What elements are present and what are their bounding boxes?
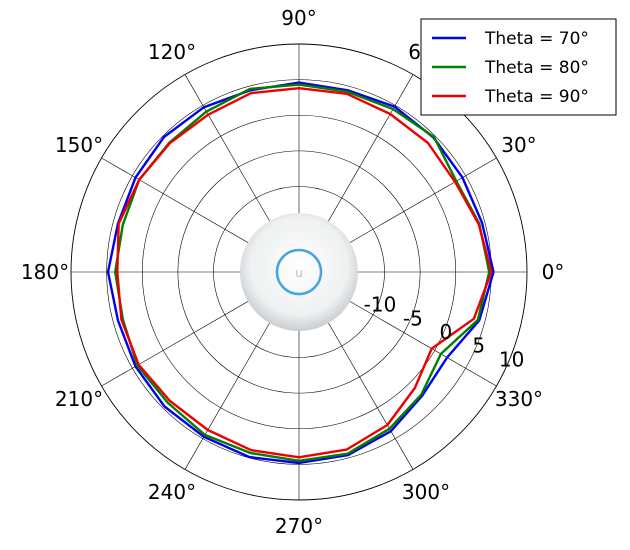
angle-tick-label: 330° (495, 387, 543, 411)
radial-tick-labels: -10-5 05 10 (364, 293, 525, 372)
series-line (106, 81, 495, 465)
radial-tick-label: 10 (499, 347, 524, 371)
radial-tick-label: 5 (472, 334, 485, 358)
radial-tick-label: -5 (403, 306, 423, 330)
series-lines (106, 81, 495, 465)
series-line (116, 87, 493, 459)
angle-tick-label: 0° (542, 260, 565, 284)
angle-tick-label: 30° (501, 133, 536, 157)
radial-tick-label: -10 (364, 293, 397, 317)
device-logo-icon: u (295, 266, 303, 280)
angle-tick-label: 150° (55, 133, 103, 157)
legend: Theta = 70° Theta = 80° Theta = 90° (420, 18, 617, 116)
angle-tick-label: 180° (21, 260, 69, 284)
series-line (114, 83, 491, 462)
angle-tick-label: 300° (402, 480, 450, 504)
device-led-ring (275, 248, 323, 296)
angle-tick-label: 240° (148, 480, 196, 504)
legend-label: Theta = 90° (484, 87, 589, 107)
device-body (240, 213, 358, 331)
angle-tick-label: 210° (55, 387, 103, 411)
angle-tick-label: 90° (281, 6, 316, 30)
angle-tick-label: 270° (275, 514, 323, 538)
angle-tick-label: 120° (148, 40, 196, 64)
radial-tick-label: 0 (439, 320, 452, 344)
access-point-device: u (240, 213, 358, 331)
legend-label: Theta = 70° (484, 29, 589, 49)
legend-label: Theta = 80° (484, 58, 589, 78)
